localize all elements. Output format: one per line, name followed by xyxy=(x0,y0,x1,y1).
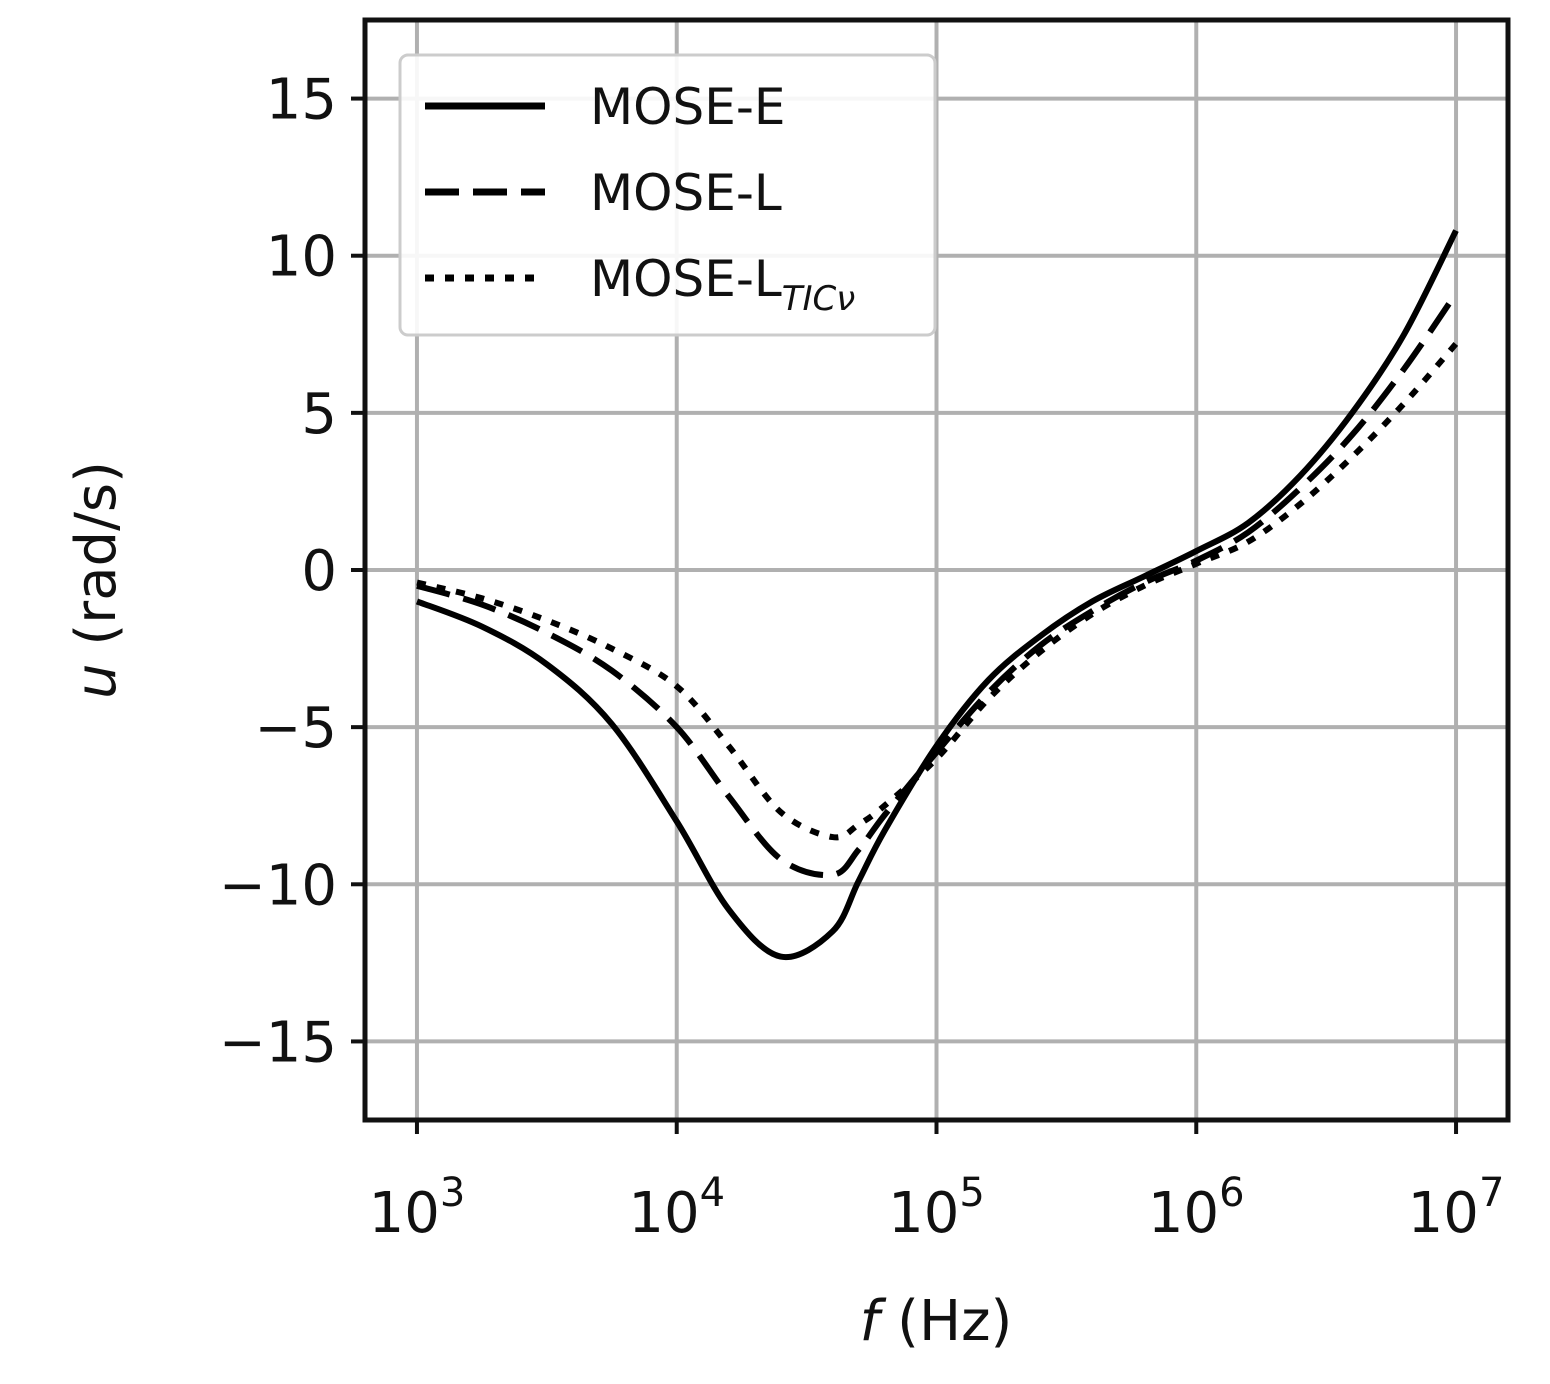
y-tick-label: 15 xyxy=(266,68,337,133)
x-tick-label: 104 xyxy=(628,1170,725,1246)
y-tick-label: 5 xyxy=(301,382,337,447)
y-tick-label: −15 xyxy=(219,1010,337,1075)
x-tick-label: 103 xyxy=(369,1170,466,1246)
x-tick-base: 10 xyxy=(369,1181,440,1246)
x-tick-label: 106 xyxy=(1148,1170,1245,1246)
plot-frame xyxy=(362,17,1511,1123)
x-axis-label-unit: (Hz) xyxy=(879,1289,1012,1354)
x-tick-exponent: 4 xyxy=(700,1170,725,1216)
x-tick-label: 107 xyxy=(1408,1170,1505,1246)
x-tick-exponent: 5 xyxy=(959,1170,984,1216)
series-line-dashed xyxy=(416,291,1459,879)
x-tick-base: 10 xyxy=(888,1181,959,1246)
legend-label: MOSE-L xyxy=(590,164,782,222)
x-tick-base: 10 xyxy=(1148,1181,1219,1246)
y-axis-label: u (rad/s) xyxy=(64,461,129,699)
series-line-solid xyxy=(415,229,1459,961)
series-layer xyxy=(415,229,1459,961)
y-tick-label: −10 xyxy=(219,853,337,918)
y-tick-label: 10 xyxy=(266,225,337,290)
y-tick-label: 0 xyxy=(301,539,337,604)
y-axis-label-unit: (rad/s) xyxy=(64,461,129,663)
legend-label: MOSE-LTICν xyxy=(590,250,855,319)
legend-label-main: MOSE-E xyxy=(590,78,785,136)
x-tick-base: 10 xyxy=(1408,1181,1479,1246)
legend-label-subscript: TICν xyxy=(782,279,856,319)
x-axis-label: f (Hz) xyxy=(860,1289,1013,1354)
legend-label-main: MOSE-L xyxy=(590,250,782,308)
x-tick-label: 105 xyxy=(888,1170,985,1246)
legend-label: MOSE-E xyxy=(590,78,785,136)
legend-label-main: MOSE-L xyxy=(590,164,782,222)
x-tick-base: 10 xyxy=(628,1181,699,1246)
legend-box xyxy=(398,53,937,337)
x-tick-exponent: 6 xyxy=(1219,1170,1244,1216)
x-tick-exponent: 7 xyxy=(1479,1170,1504,1216)
y-axis-label-symbol: u xyxy=(64,663,129,699)
y-tick-label: −5 xyxy=(254,696,337,761)
x-tick-exponent: 3 xyxy=(440,1170,465,1216)
series-line-dotted xyxy=(416,341,1459,841)
